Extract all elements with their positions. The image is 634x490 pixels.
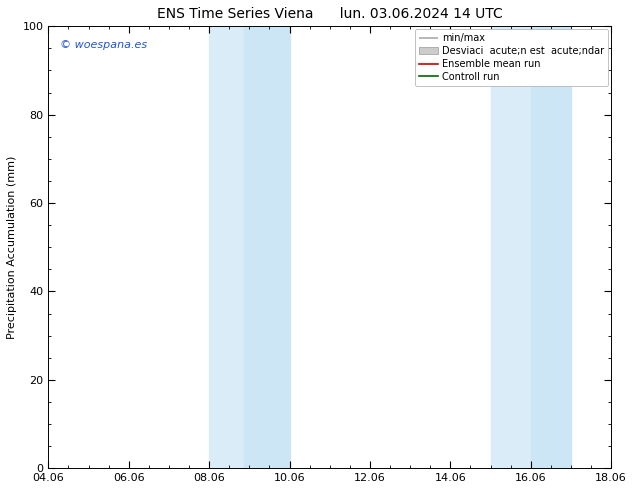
Bar <box>243 26 290 468</box>
Title: ENS Time Series Viena      lun. 03.06.2024 14 UTC: ENS Time Series Viena lun. 03.06.2024 14… <box>157 7 503 21</box>
Legend: min/max, Desviaci  acute;n est  acute;ndar, Ensemble mean run, Controll run: min/max, Desviaci acute;n est acute;ndar… <box>415 29 608 86</box>
Bar <box>209 26 243 468</box>
Y-axis label: Precipitation Accumulation (mm): Precipitation Accumulation (mm) <box>7 155 17 339</box>
Bar <box>491 26 531 468</box>
Bar <box>531 26 571 468</box>
Text: © woespana.es: © woespana.es <box>60 40 146 49</box>
